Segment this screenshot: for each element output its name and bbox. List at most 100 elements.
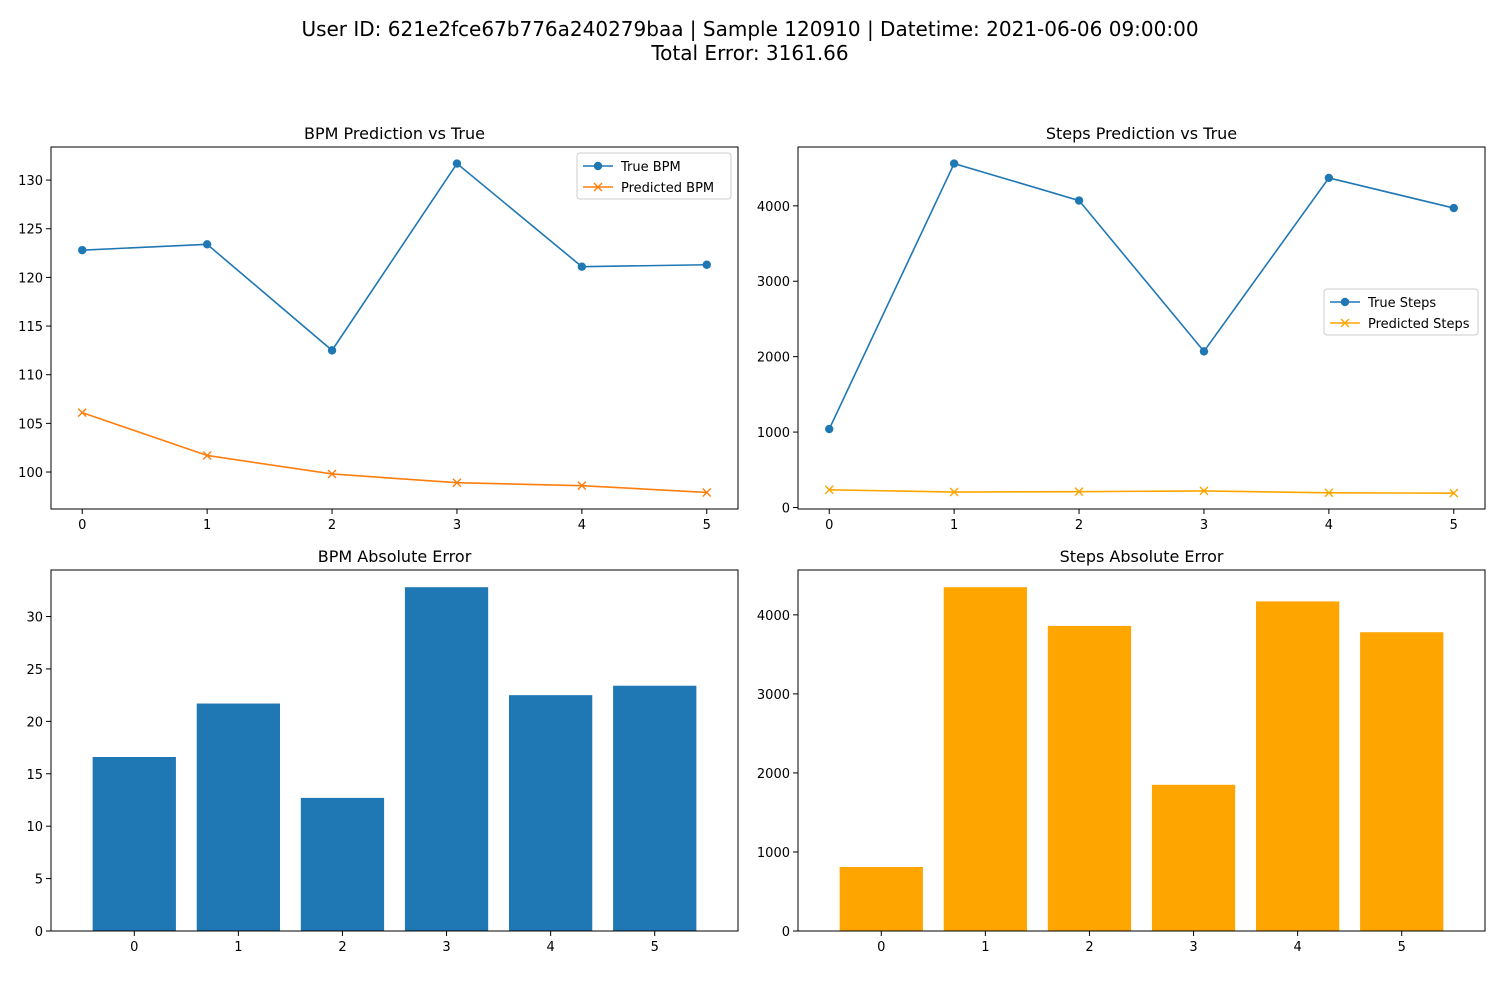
point-marker [202, 240, 212, 249]
axes-frame [50, 146, 739, 510]
bar-2 [1047, 625, 1132, 931]
point-marker [825, 424, 834, 434]
axes-frame [797, 146, 1486, 510]
subplot-1: BPM Prediction vs True100105110115120125… [18, 124, 739, 533]
series-line-2 [829, 488, 1454, 494]
x-tick-label: 4 [1293, 940, 1301, 955]
x-marker [77, 408, 87, 418]
bar-3 [404, 587, 489, 931]
y-tick-label: 110 [18, 369, 43, 384]
legend: True Steps Predicted Steps [1323, 288, 1479, 336]
y-tick-label: 130 [18, 174, 43, 189]
bar-5 [1360, 632, 1444, 931]
x-marker [824, 485, 834, 495]
x-marker [1199, 486, 1209, 496]
suptitle-line-1: User ID: 621e2fce67b776a240279baa | Samp… [301, 17, 1199, 41]
x-tick-label: 3 [1189, 940, 1197, 955]
legend: True BPM Predicted BPM [576, 152, 732, 200]
legend-box [576, 152, 732, 200]
x-tick-label: 4 [578, 518, 586, 533]
axes-frame [50, 569, 739, 932]
bar-5 [613, 685, 697, 931]
y-tick-label: 1000 [757, 846, 790, 861]
x-tick-label: 5 [703, 518, 711, 533]
y-tick-label: 3000 [757, 688, 790, 703]
x-tick-label: 2 [1085, 940, 1093, 955]
legend-marker [593, 161, 603, 171]
bar-1 [196, 703, 280, 931]
x-tick-label: 1 [234, 940, 242, 955]
point-marker [1449, 203, 1458, 213]
x-marker [1449, 488, 1459, 498]
x-marker [949, 487, 959, 497]
figure-suptitle: User ID: 621e2fce67b776a240279baa | Samp… [0, 17, 1500, 65]
bar-3 [1151, 784, 1236, 931]
series-line-2 [81, 411, 707, 494]
legend-label: True BPM [620, 160, 681, 175]
x-tick-label: 0 [130, 940, 138, 955]
point-marker [1324, 173, 1334, 183]
x-tick-label: 3 [442, 940, 450, 955]
y-tick-label: 5 [35, 873, 43, 888]
legend-marker [1340, 318, 1350, 328]
bar-2 [300, 797, 385, 931]
x-tick-label: 0 [78, 518, 86, 533]
subplot-4: Steps Absolute Error 0 1000 2000 3000 4000 0 1 2… [757, 547, 1486, 955]
x-marker [452, 478, 462, 488]
y-tick-label: 120 [18, 271, 43, 286]
suptitle-line-2: Total Error: 3161.66 [651, 41, 849, 65]
bar-4 [509, 695, 593, 931]
series-line-1 [82, 162, 707, 352]
point-marker [327, 346, 337, 355]
bar-0 [92, 756, 176, 931]
x-tick-label: 1 [950, 518, 958, 533]
y-tick-label: 2000 [757, 351, 790, 366]
x-tick-label: 2 [338, 940, 346, 955]
x-tick-label: 4 [546, 940, 554, 955]
y-tick-label: 25 [26, 663, 43, 678]
point-marker [702, 260, 711, 269]
legend-label: Predicted BPM [621, 181, 714, 196]
y-tick-label: 0 [782, 925, 790, 940]
bar-0 [839, 866, 923, 931]
y-tick-label: 0 [782, 501, 790, 516]
x-marker [327, 469, 337, 479]
x-tick-label: 0 [877, 940, 885, 955]
y-tick-label: 125 [18, 223, 43, 238]
legend-box [1323, 288, 1479, 336]
subplot-title: Steps Prediction vs True [1046, 124, 1237, 143]
x-marker [1324, 488, 1334, 498]
x-marker [577, 481, 587, 491]
bar-4 [1256, 601, 1340, 931]
x-tick-label: 0 [825, 518, 833, 533]
x-tick-label: 1 [203, 518, 211, 533]
subplot-title: BPM Absolute Error [318, 547, 472, 566]
x-marker [702, 487, 712, 497]
subplot-title: BPM Prediction vs True [304, 124, 485, 143]
x-tick-label: 3 [453, 518, 461, 533]
y-tick-label: 1000 [757, 426, 790, 441]
x-tick-label: 1 [981, 940, 989, 955]
legend-label: Predicted Steps [1368, 317, 1470, 332]
x-tick-label: 2 [328, 518, 336, 533]
point-marker [949, 159, 959, 168]
point-marker [78, 245, 87, 255]
x-tick-label: 3 [1200, 518, 1208, 533]
legend-marker [593, 182, 603, 192]
y-tick-label: 30 [26, 611, 43, 626]
subplot-2: Steps Prediction vs True 0 1000 2000 3000 400… [757, 124, 1486, 533]
y-tick-label: 0 [35, 925, 43, 940]
point-marker [452, 159, 462, 168]
series-line-1 [828, 162, 1454, 430]
y-tick-label: 15 [26, 768, 43, 783]
legend-marker [1340, 297, 1350, 307]
y-tick-label: 10 [26, 820, 43, 835]
bar-1 [943, 587, 1027, 931]
y-tick-label: 105 [18, 417, 43, 432]
y-tick-label: 3000 [757, 275, 790, 290]
point-marker [1074, 196, 1084, 205]
y-tick-label: 2000 [757, 767, 790, 782]
y-tick-label: 4000 [757, 609, 790, 624]
y-tick-label: 4000 [757, 200, 790, 215]
